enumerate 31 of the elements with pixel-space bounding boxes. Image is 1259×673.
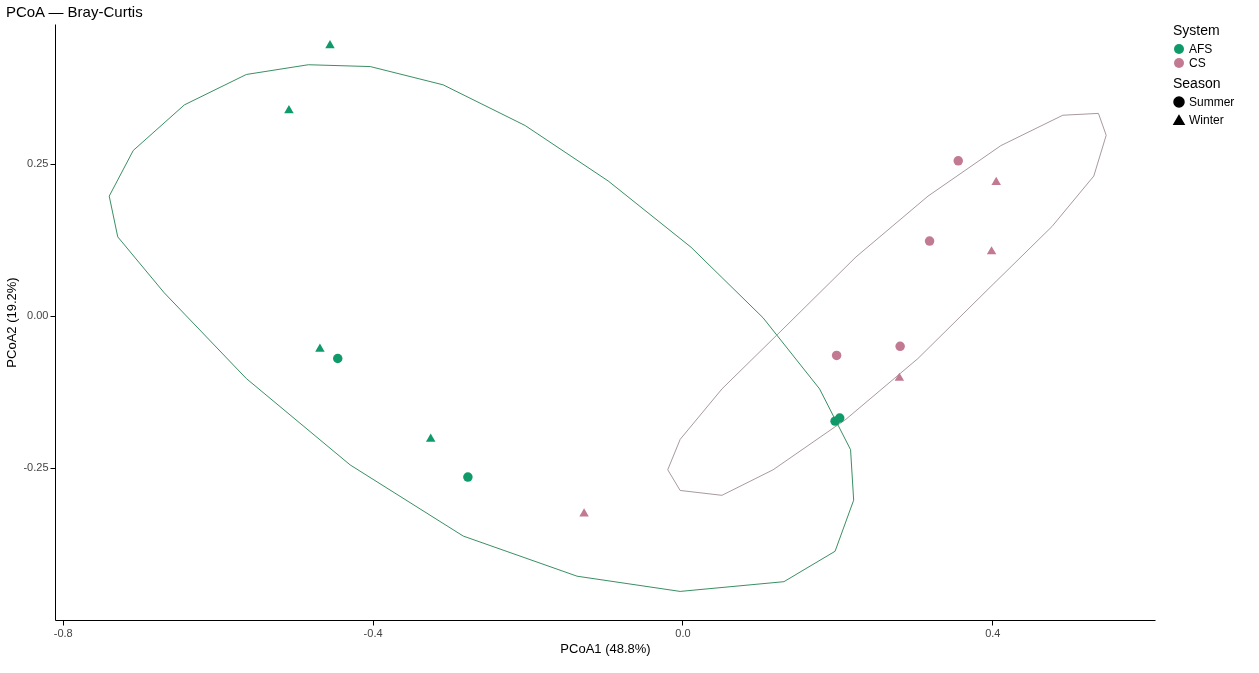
legend-label: Winter [1189, 113, 1224, 127]
point [463, 472, 473, 482]
point [895, 341, 905, 352]
point [315, 343, 325, 352]
y-tick-label: 0.25 [27, 157, 49, 170]
point [894, 372, 905, 381]
point [831, 350, 842, 361]
x-tick-label: 0.4 [985, 626, 1001, 639]
chart-title: PCoA — Bray-Curtis [5, 3, 143, 20]
point [924, 236, 935, 246]
point [579, 508, 589, 517]
y-axis-title: PCoA2 (19.2%) [4, 277, 20, 368]
y-tick-label: -0.25 [23, 461, 49, 474]
point [834, 413, 845, 423]
x-tick-label: 0.0 [675, 626, 691, 639]
x-tick-label: -0.4 [363, 626, 383, 639]
legend-label: Summer [1189, 95, 1235, 109]
point [333, 353, 343, 364]
legend-label: CS [1189, 56, 1206, 70]
point [953, 156, 963, 166]
y-tick-label: 0.00 [27, 309, 49, 322]
point [986, 246, 997, 255]
point [425, 433, 436, 442]
x-axis-title: PCoA1 (48.8%) [560, 640, 651, 656]
point [325, 39, 335, 49]
point [284, 105, 294, 114]
x-tick-label: -0.8 [53, 626, 73, 639]
legend-label: AFS [1189, 42, 1213, 56]
point [991, 176, 1001, 186]
text: Season [1173, 75, 1221, 91]
text: System [1173, 22, 1220, 38]
